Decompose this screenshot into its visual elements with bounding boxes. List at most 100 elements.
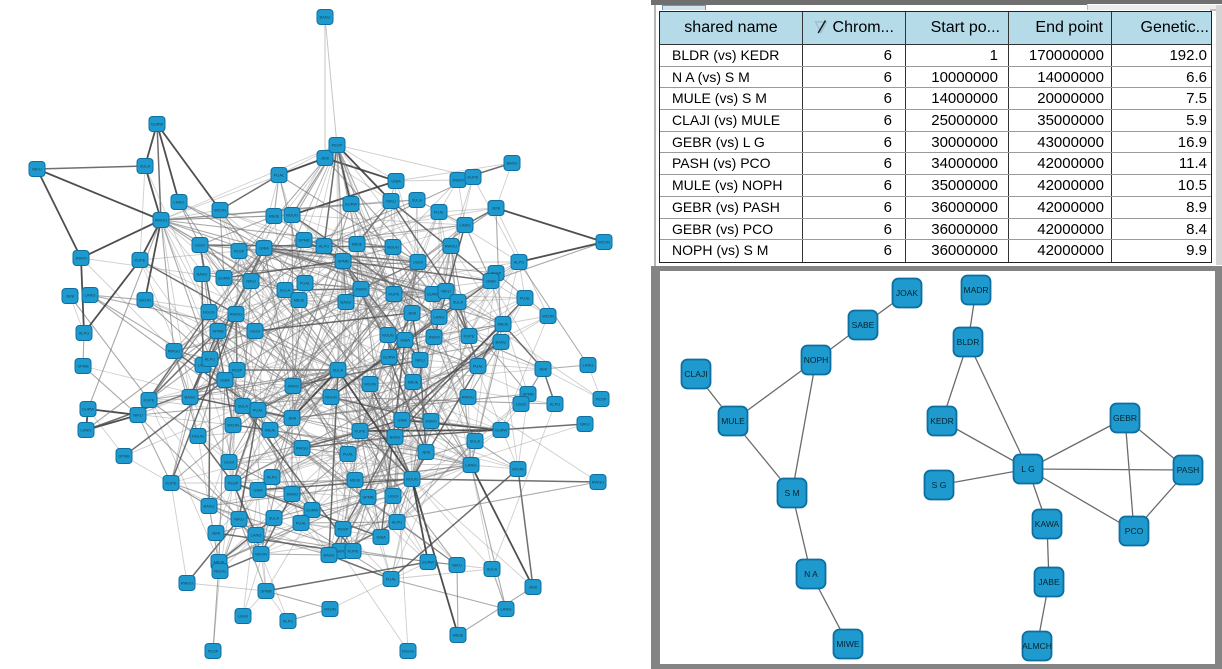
svg-text:SULA: SULA	[412, 198, 423, 203]
svg-text:JNWO: JNWO	[75, 256, 87, 261]
svg-text:BASU: BASU	[204, 504, 215, 509]
svg-text:JENI: JENI	[539, 367, 548, 372]
svg-text:GIBA: GIBA	[376, 535, 386, 540]
svg-text:NGUG: NGUG	[406, 477, 418, 482]
svg-text:PESP: PESP	[338, 527, 349, 532]
svg-text:LANG: LANG	[85, 293, 96, 298]
svg-text:RWGU: RWGU	[168, 349, 181, 354]
svg-text:KUPE: KUPE	[348, 549, 359, 554]
svg-text:PUAL: PUAL	[386, 577, 397, 582]
svg-text:GEBR: GEBR	[1113, 413, 1137, 423]
svg-text:MBJE: MBJE	[265, 428, 276, 433]
svg-text:PUAL: PUAL	[300, 281, 311, 286]
svg-text:NIKU: NIKU	[246, 279, 256, 284]
svg-text:SPMB: SPMB	[298, 238, 310, 243]
svg-text:BASU: BASU	[324, 553, 335, 558]
svg-text:UGGI: UGGI	[238, 614, 248, 619]
svg-text:GIBA: GIBA	[397, 418, 407, 423]
svg-text:PESP: PESP	[234, 249, 245, 254]
svg-text:BASU: BASU	[390, 435, 401, 440]
svg-text:SULA: SULA	[470, 439, 481, 444]
svg-text:UGGI: UGGI	[224, 460, 234, 465]
svg-text:BASU: BASU	[507, 161, 518, 166]
svg-text:LANG: LANG	[583, 363, 594, 368]
svg-text:UGGI: UGGI	[250, 329, 260, 334]
svg-text:SPMB: SPMB	[212, 329, 224, 334]
svg-text:MIWE: MIWE	[836, 639, 859, 649]
svg-text:GURW: GURW	[383, 355, 396, 360]
svg-text:JENI: JENI	[321, 156, 330, 161]
svg-text:JENI: JENI	[66, 294, 75, 299]
svg-text:BASU: BASU	[185, 395, 196, 400]
svg-text:MBJE: MBJE	[294, 298, 305, 303]
svg-text:MBJE: MBJE	[350, 478, 361, 483]
svg-text:JENI: JENI	[212, 531, 221, 536]
svg-text:PUAL: PUAL	[274, 173, 285, 178]
svg-text:WOJN: WOJN	[542, 314, 554, 319]
svg-text:SPMB: SPMB	[337, 259, 349, 264]
svg-text:GIBA: GIBA	[400, 338, 410, 343]
svg-text:WOJN: WOJN	[364, 382, 376, 387]
svg-text:JABE: JABE	[1038, 577, 1060, 587]
svg-text:LANG: LANG	[174, 200, 185, 205]
svg-text:ALMCH: ALMCH	[1022, 641, 1052, 651]
svg-text:ALPU: ALPU	[550, 402, 561, 407]
svg-text:JNWO: JNWO	[287, 384, 299, 389]
svg-text:KUPE: KUPE	[389, 292, 400, 297]
svg-text:SULA: SULA	[487, 567, 498, 572]
svg-text:ALPU: ALPU	[283, 619, 294, 624]
svg-text:JNWO: JNWO	[286, 492, 298, 497]
svg-text:JENI: JENI	[288, 416, 297, 421]
svg-text:PUAL: PUAL	[520, 296, 531, 301]
svg-text:WOJN: WOJN	[512, 467, 524, 472]
svg-text:S G: S G	[932, 480, 947, 490]
svg-text:ALPU: ALPU	[514, 260, 525, 265]
svg-text:JNWO: JNWO	[425, 419, 437, 424]
svg-text:MBJE: MBJE	[214, 560, 225, 565]
svg-text:KUPE: KUPE	[464, 334, 475, 339]
svg-text:PASH: PASH	[1177, 465, 1200, 475]
svg-text:WOJN: WOJN	[598, 240, 610, 245]
svg-text:GURW: GURW	[345, 202, 358, 207]
svg-text:NGUG: NGUG	[214, 569, 226, 574]
svg-text:NIKU: NIKU	[32, 167, 42, 172]
svg-text:NIKU: NIKU	[415, 358, 425, 363]
svg-text:JENI: JENI	[529, 585, 538, 590]
svg-text:WOJN: WOJN	[227, 423, 239, 428]
svg-text:NGUG: NGUG	[387, 245, 399, 250]
svg-text:SULA: SULA	[280, 288, 291, 293]
svg-text:KUPE: KUPE	[144, 398, 155, 403]
svg-text:WOJN: WOJN	[255, 552, 267, 557]
svg-text:LANG: LANG	[251, 533, 262, 538]
svg-text:RWGU: RWGU	[592, 480, 605, 485]
svg-text:LANG: LANG	[460, 223, 471, 228]
svg-text:UGGI: UGGI	[195, 243, 205, 248]
svg-text:GIBA: GIBA	[220, 378, 230, 383]
svg-text:GIBA: GIBA	[486, 279, 496, 284]
svg-text:PUAL: PUAL	[253, 408, 264, 413]
svg-text:SULA: SULA	[238, 404, 249, 409]
svg-text:ALPU: ALPU	[79, 331, 90, 336]
svg-text:KAWA: KAWA	[1035, 519, 1060, 529]
svg-text:RWGU: RWGU	[445, 244, 458, 249]
svg-text:WOJN: WOJN	[324, 607, 336, 612]
svg-text:JNWO: JNWO	[428, 335, 440, 340]
svg-text:NGUG: NGUG	[325, 395, 337, 400]
svg-text:L G: L G	[1021, 464, 1034, 474]
svg-text:MBJE: MBJE	[269, 214, 280, 219]
svg-text:LANG: LANG	[81, 428, 92, 433]
svg-text:JNWO: JNWO	[355, 287, 367, 292]
svg-text:RWGU: RWGU	[230, 312, 243, 317]
svg-text:JENI: JENI	[492, 206, 501, 211]
svg-text:MBJE: MBJE	[498, 322, 509, 327]
svg-text:BASU: BASU	[320, 15, 331, 20]
svg-text:LANG: LANG	[466, 463, 477, 468]
svg-text:KUPE: KUPE	[355, 429, 366, 434]
svg-text:SPMB: SPMB	[522, 392, 534, 397]
svg-text:NIKU: NIKU	[452, 563, 462, 568]
svg-text:PUAL: PUAL	[343, 452, 354, 457]
svg-text:NOPH: NOPH	[804, 355, 829, 365]
svg-text:NGUG: NGUG	[382, 333, 394, 338]
svg-text:ALPU: ALPU	[267, 475, 278, 480]
svg-text:SABE: SABE	[852, 320, 875, 330]
